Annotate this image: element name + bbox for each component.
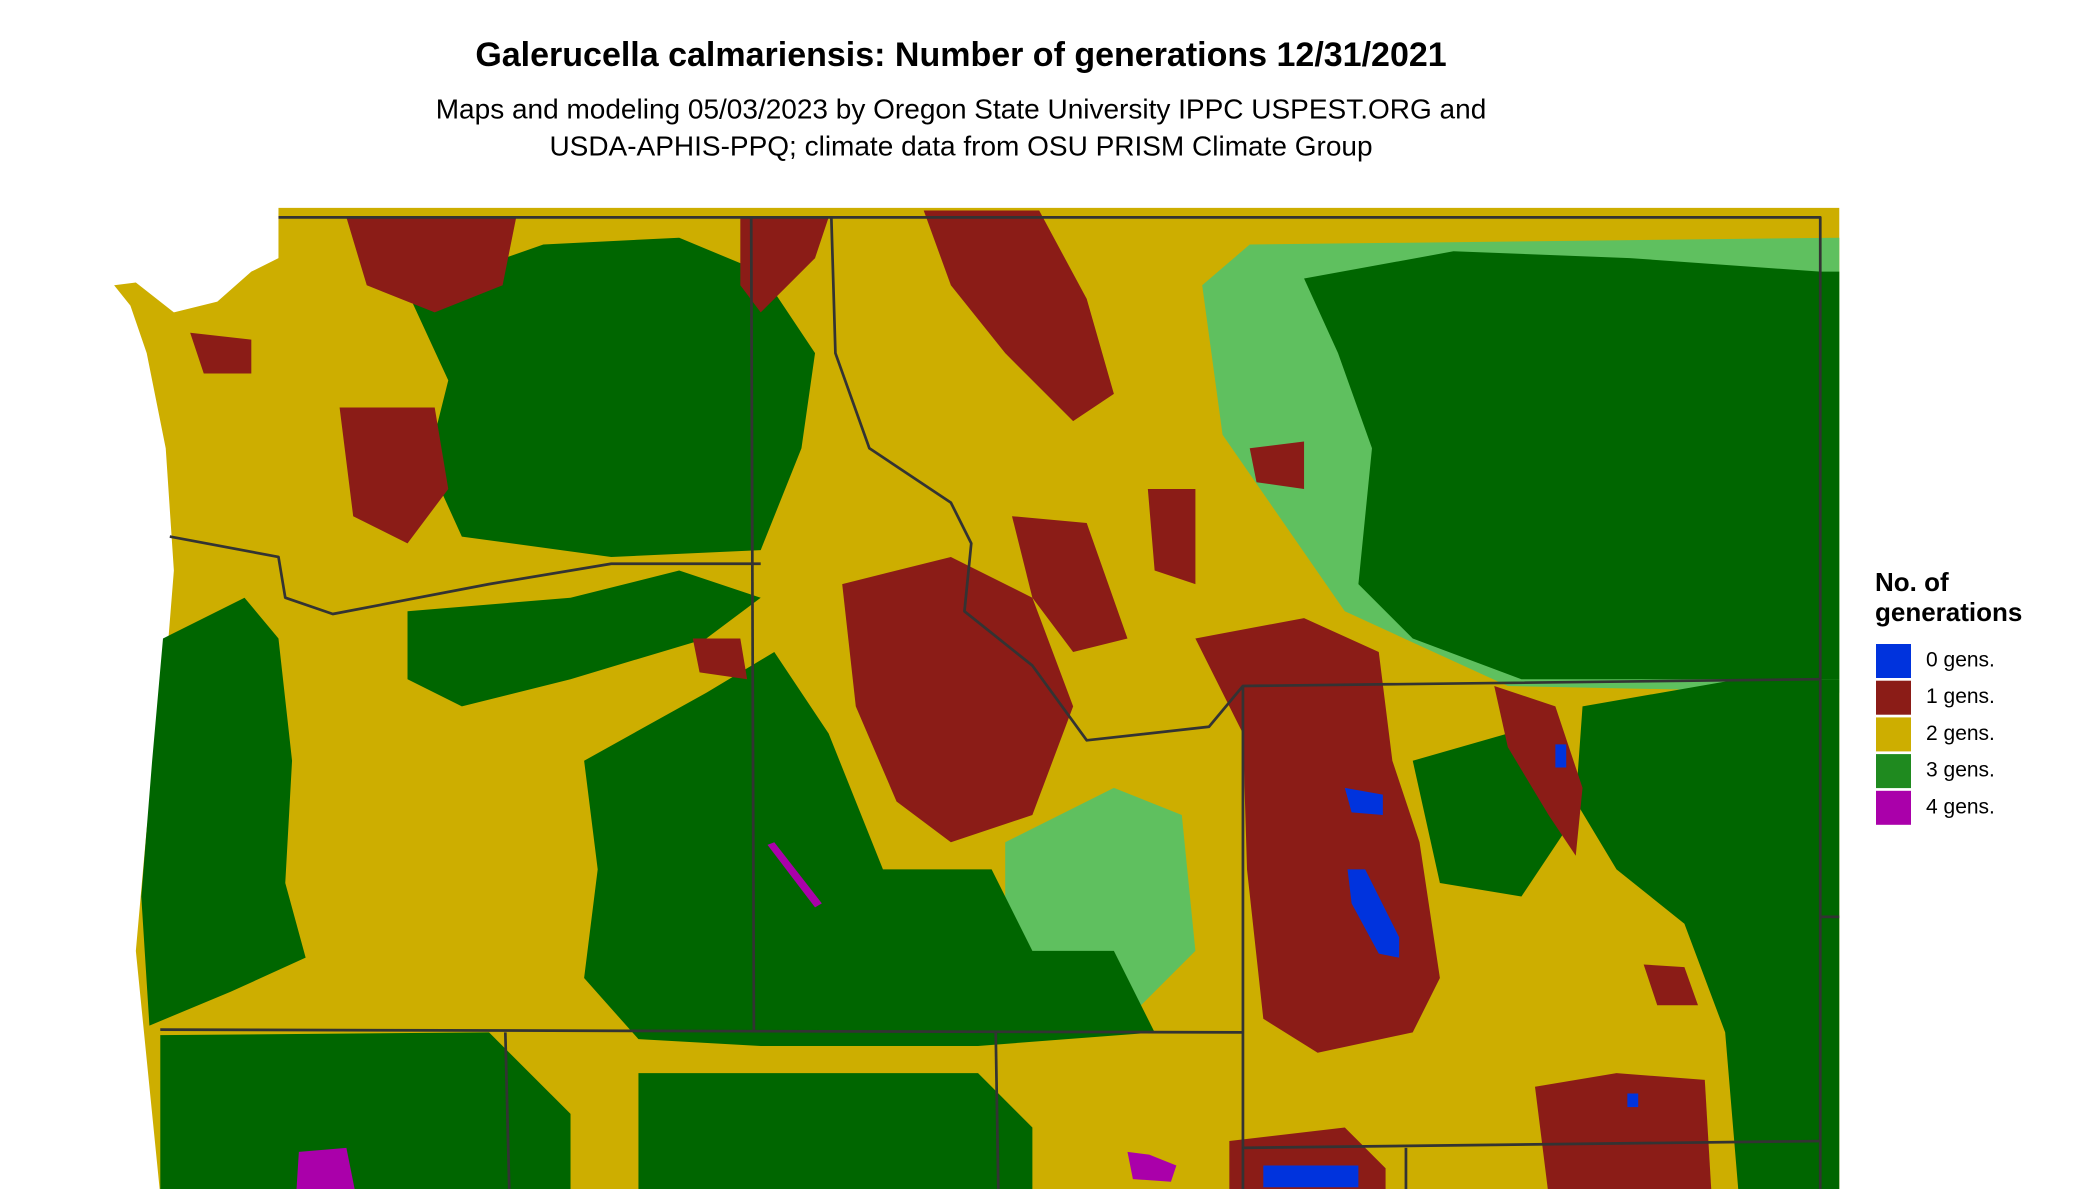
legend-swatch [1876,644,1911,678]
state-border [278,215,1822,1189]
map-region [1534,1073,1712,1189]
map-region [1304,251,1840,680]
map-region [740,217,829,313]
state-border [169,535,761,616]
state-border [503,1032,511,1189]
map-region [1147,489,1196,585]
map-region [1575,679,1840,1189]
map [114,207,1840,1189]
legend-label: 0 gens. [1926,649,1995,672]
map-region [1344,787,1383,816]
legend-swatch [1876,717,1911,752]
state-border [994,1032,1000,1189]
map-region [190,332,252,374]
map-region [692,638,748,680]
map-region [346,217,517,313]
state-border [160,1028,1243,1034]
map-region [407,570,761,707]
legend-label: 3 gens. [1926,759,1995,782]
title: Galerucella calmariensis: Number of gene… [475,36,1446,74]
map-region [638,1073,1033,1189]
map-region [1643,964,1698,1006]
map-region [1555,744,1567,768]
state-border [829,217,1821,742]
map-region [1263,1165,1359,1188]
map-region [1249,441,1305,490]
legend: 0 gens. 1 gens. 2 gens. 3 gens. 4 gens. [1876,644,1995,825]
map-region [1494,685,1583,856]
map-region [407,237,816,557]
map-region [1127,1151,1177,1182]
map-region [842,556,1074,843]
state-border [1242,1139,1821,1150]
legend-label: 1 gens. [1926,685,1995,708]
map-region [923,210,1114,422]
map-region [1012,516,1128,653]
map-region [1347,869,1400,958]
map-region [584,652,1155,1046]
legend-swatch [1876,790,1911,825]
map-region [1627,1093,1639,1108]
map-region [141,597,306,1026]
legend-swatch [1876,754,1911,789]
subtitle: USDA-APHIS-PPQ; climate data from OSU PR… [549,130,1372,161]
map-region [767,842,822,908]
legend-label: 2 gens. [1926,722,1995,745]
subtitle: Maps and modeling 05/03/2023 by Oregon S… [436,93,1487,124]
legend-title: generations [1875,597,2022,627]
legend-label: 4 gens. [1926,795,1995,818]
map-region [339,407,449,544]
map-region [160,1032,571,1189]
state-border [749,217,756,1033]
map-region [296,1147,355,1189]
legend-swatch [1876,680,1911,715]
legend-title: No. of [1875,567,1949,597]
